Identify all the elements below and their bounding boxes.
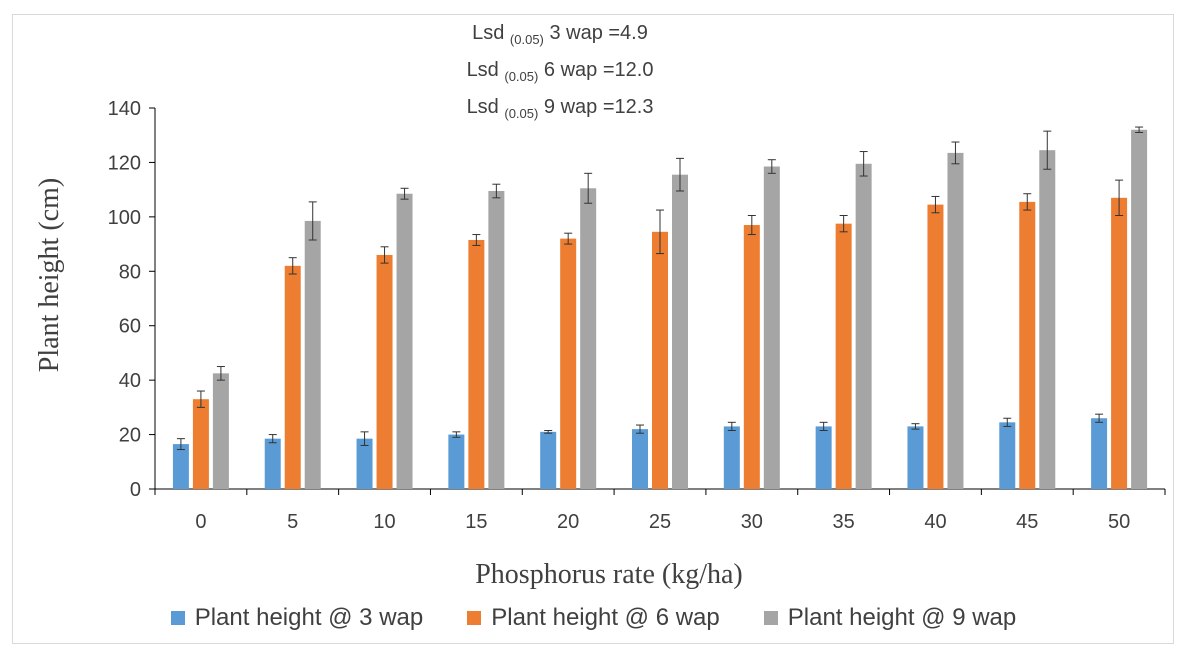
y-tick-label: 60 xyxy=(119,316,141,338)
bar xyxy=(1019,201,1036,489)
legend-swatch xyxy=(763,611,778,625)
bar xyxy=(907,426,924,489)
x-axis-label: Phosphorus rate (kg/ha) xyxy=(475,559,743,590)
bar xyxy=(468,239,485,489)
lsd-line-3wap: Lsd (0.05) 3 wap =4.9 xyxy=(430,18,690,55)
lsd-subscript: (0.05) xyxy=(504,69,539,84)
lsd-value: 6 wap =12.0 xyxy=(543,59,654,81)
x-tick-label: 25 xyxy=(649,511,671,533)
bar xyxy=(763,166,780,489)
x-tick-label: 15 xyxy=(465,511,487,533)
legend-item: Plant height @ 3 wap xyxy=(170,604,424,632)
chart-frame xyxy=(12,14,1174,644)
bar xyxy=(448,434,465,489)
bar xyxy=(999,422,1016,489)
bar xyxy=(212,373,229,489)
lsd-prefix: Lsd xyxy=(472,22,505,44)
bar xyxy=(835,223,852,490)
x-tick-label: 5 xyxy=(287,511,298,533)
bar xyxy=(947,152,964,489)
legend-swatch xyxy=(467,611,482,625)
x-tick-label: 40 xyxy=(924,511,946,533)
bar xyxy=(540,431,557,489)
lsd-value: 9 wap =12.3 xyxy=(543,96,654,118)
bar xyxy=(743,225,760,489)
legend-label: Plant height @ 6 wap xyxy=(491,604,720,631)
bar xyxy=(815,426,832,489)
lsd-line-9wap: Lsd (0.05) 9 wap =12.3 xyxy=(430,92,690,129)
bar xyxy=(304,220,321,490)
y-axis-label: Plant height (cm) xyxy=(34,178,65,372)
lsd-annotations: Lsd (0.05) 3 wap =4.9 Lsd (0.05) 6 wap =… xyxy=(430,18,690,129)
bar xyxy=(356,438,373,489)
bar xyxy=(560,238,577,489)
bar xyxy=(1091,418,1108,489)
bars xyxy=(172,129,1148,490)
bar xyxy=(284,265,301,489)
x-tick-label: 35 xyxy=(833,511,855,533)
x-tick-label: 10 xyxy=(373,511,395,533)
y-tick-label: 0 xyxy=(130,479,141,501)
x-tick-label: 0 xyxy=(195,511,206,533)
bar xyxy=(855,163,872,489)
bar xyxy=(1131,129,1148,489)
bar xyxy=(723,426,740,489)
legend: Plant height @ 3 wap Plant height @ 6 wap… xyxy=(0,604,1187,632)
bar xyxy=(192,399,209,489)
y-tick-label: 140 xyxy=(108,98,141,120)
bar xyxy=(672,174,688,490)
bar xyxy=(632,429,648,489)
legend-swatch xyxy=(170,611,185,625)
error-bars xyxy=(176,126,1144,451)
bar xyxy=(264,438,281,489)
lsd-prefix: Lsd xyxy=(466,59,499,81)
bar xyxy=(580,188,597,489)
lsd-value: 3 wap =4.9 xyxy=(549,22,648,44)
axes: 0 20 40 60 80 100 120 140 0 5 10 15 20 25 30 35 40 45 50 xyxy=(108,98,1166,533)
legend-item: Plant height @ 6 wap xyxy=(467,604,720,632)
y-tick-label: 120 xyxy=(108,152,141,174)
x-tick-label: 20 xyxy=(557,511,579,533)
y-tick-label: 40 xyxy=(119,370,141,392)
bar xyxy=(1039,150,1056,490)
y-tick-label: 20 xyxy=(119,425,141,447)
x-tick-label: 50 xyxy=(1108,511,1130,533)
bar xyxy=(488,191,505,489)
bar xyxy=(652,231,668,489)
x-tick-label: 30 xyxy=(741,511,763,533)
lsd-prefix: Lsd xyxy=(466,96,499,118)
bar xyxy=(1111,197,1128,490)
bar xyxy=(396,193,413,489)
legend-item: Plant height @ 9 wap xyxy=(763,604,1017,632)
lsd-subscript: (0.05) xyxy=(504,106,539,121)
bar xyxy=(376,254,393,489)
lsd-line-6wap: Lsd (0.05) 6 wap =12.0 xyxy=(430,55,690,92)
legend-label: Plant height @ 9 wap xyxy=(787,604,1017,631)
x-tick-label: 45 xyxy=(1016,511,1038,533)
legend-label: Plant height @ 3 wap xyxy=(194,604,424,631)
lsd-subscript: (0.05) xyxy=(509,32,544,47)
bar xyxy=(927,204,944,489)
y-tick-label: 100 xyxy=(108,207,141,229)
bar xyxy=(172,444,189,489)
y-tick-label: 80 xyxy=(119,261,141,283)
